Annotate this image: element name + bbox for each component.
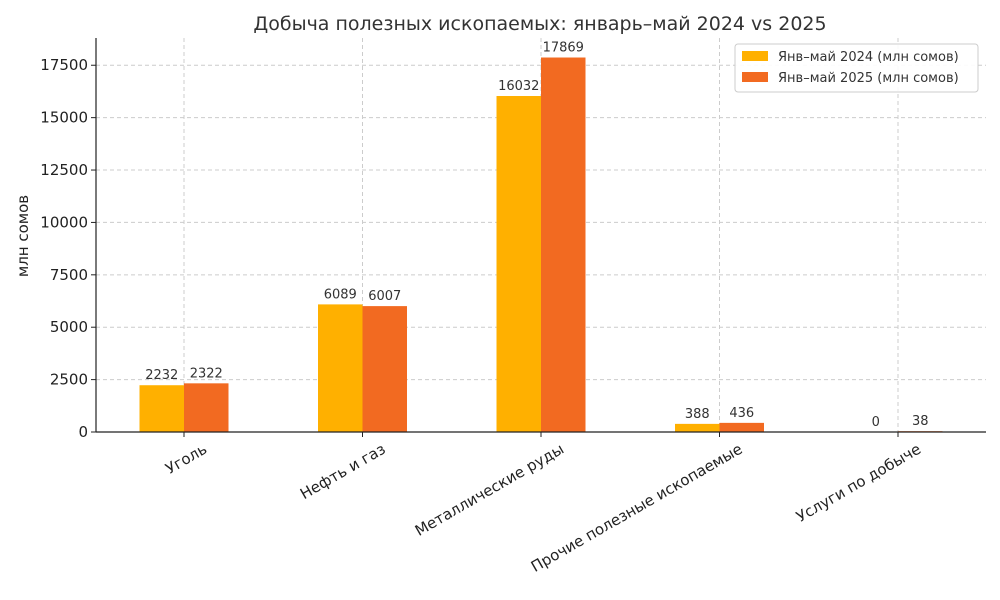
y-tick-label: 10000 [40,213,88,231]
bar-value-label: 0 [872,415,880,430]
x-tick-label: Услуги по добыче [793,440,924,526]
bar-2024 [675,423,720,432]
bar-value-label: 2232 [145,368,178,383]
bar-2025 [184,383,229,432]
bar-value-label: 17869 [543,41,584,56]
bar-value-label: 38 [912,414,929,429]
bar-value-label: 6007 [368,289,401,304]
bar-value-label: 6089 [324,287,357,302]
legend-box [734,43,979,93]
bars [139,57,943,432]
y-tick-label: 17500 [40,56,88,74]
y-tick-label: 15000 [40,109,88,127]
bar-2025 [719,422,764,432]
legend-label: Янв–май 2025 (млн сомов) [778,71,959,86]
legend: Янв–май 2024 (млн сомов) Янв–май 2025 (мл… [734,43,979,93]
chart-title: Добыча полезных ископаемых: январь–май 2… [253,13,826,35]
x-tick-label: Прочие полезные ископаемые [528,440,746,576]
bar-2024 [496,96,541,432]
bar-value-label: 388 [685,407,710,422]
x-tick-label: Уголь [162,440,210,478]
bar-2025 [362,306,407,432]
y-tick-label: 0 [78,423,88,441]
bar-value-label: 436 [729,406,754,421]
bar-value-label: 16032 [498,79,539,94]
y-tick-label: 12500 [40,161,88,179]
bar-2024 [318,304,363,432]
bar-2024 [139,385,184,432]
bar-2025 [541,57,586,432]
x-tick-label: Металлические руды [412,440,567,540]
legend-label: Янв–май 2024 (млн сомов) [778,50,959,65]
bar-labels: 2232 6089 16032 388 0 2322 6007 17869 436 38 [145,41,928,430]
legend-swatch [742,72,768,82]
bar-value-label: 2322 [190,366,223,381]
legend-swatch [742,51,768,61]
x-tick-label: Нефть и газ [297,440,389,503]
y-axis-label: млн сомов [14,195,32,277]
y-tick-label: 7500 [50,266,88,284]
y-tick-label: 5000 [50,318,88,336]
y-tick-label: 2500 [50,371,88,389]
